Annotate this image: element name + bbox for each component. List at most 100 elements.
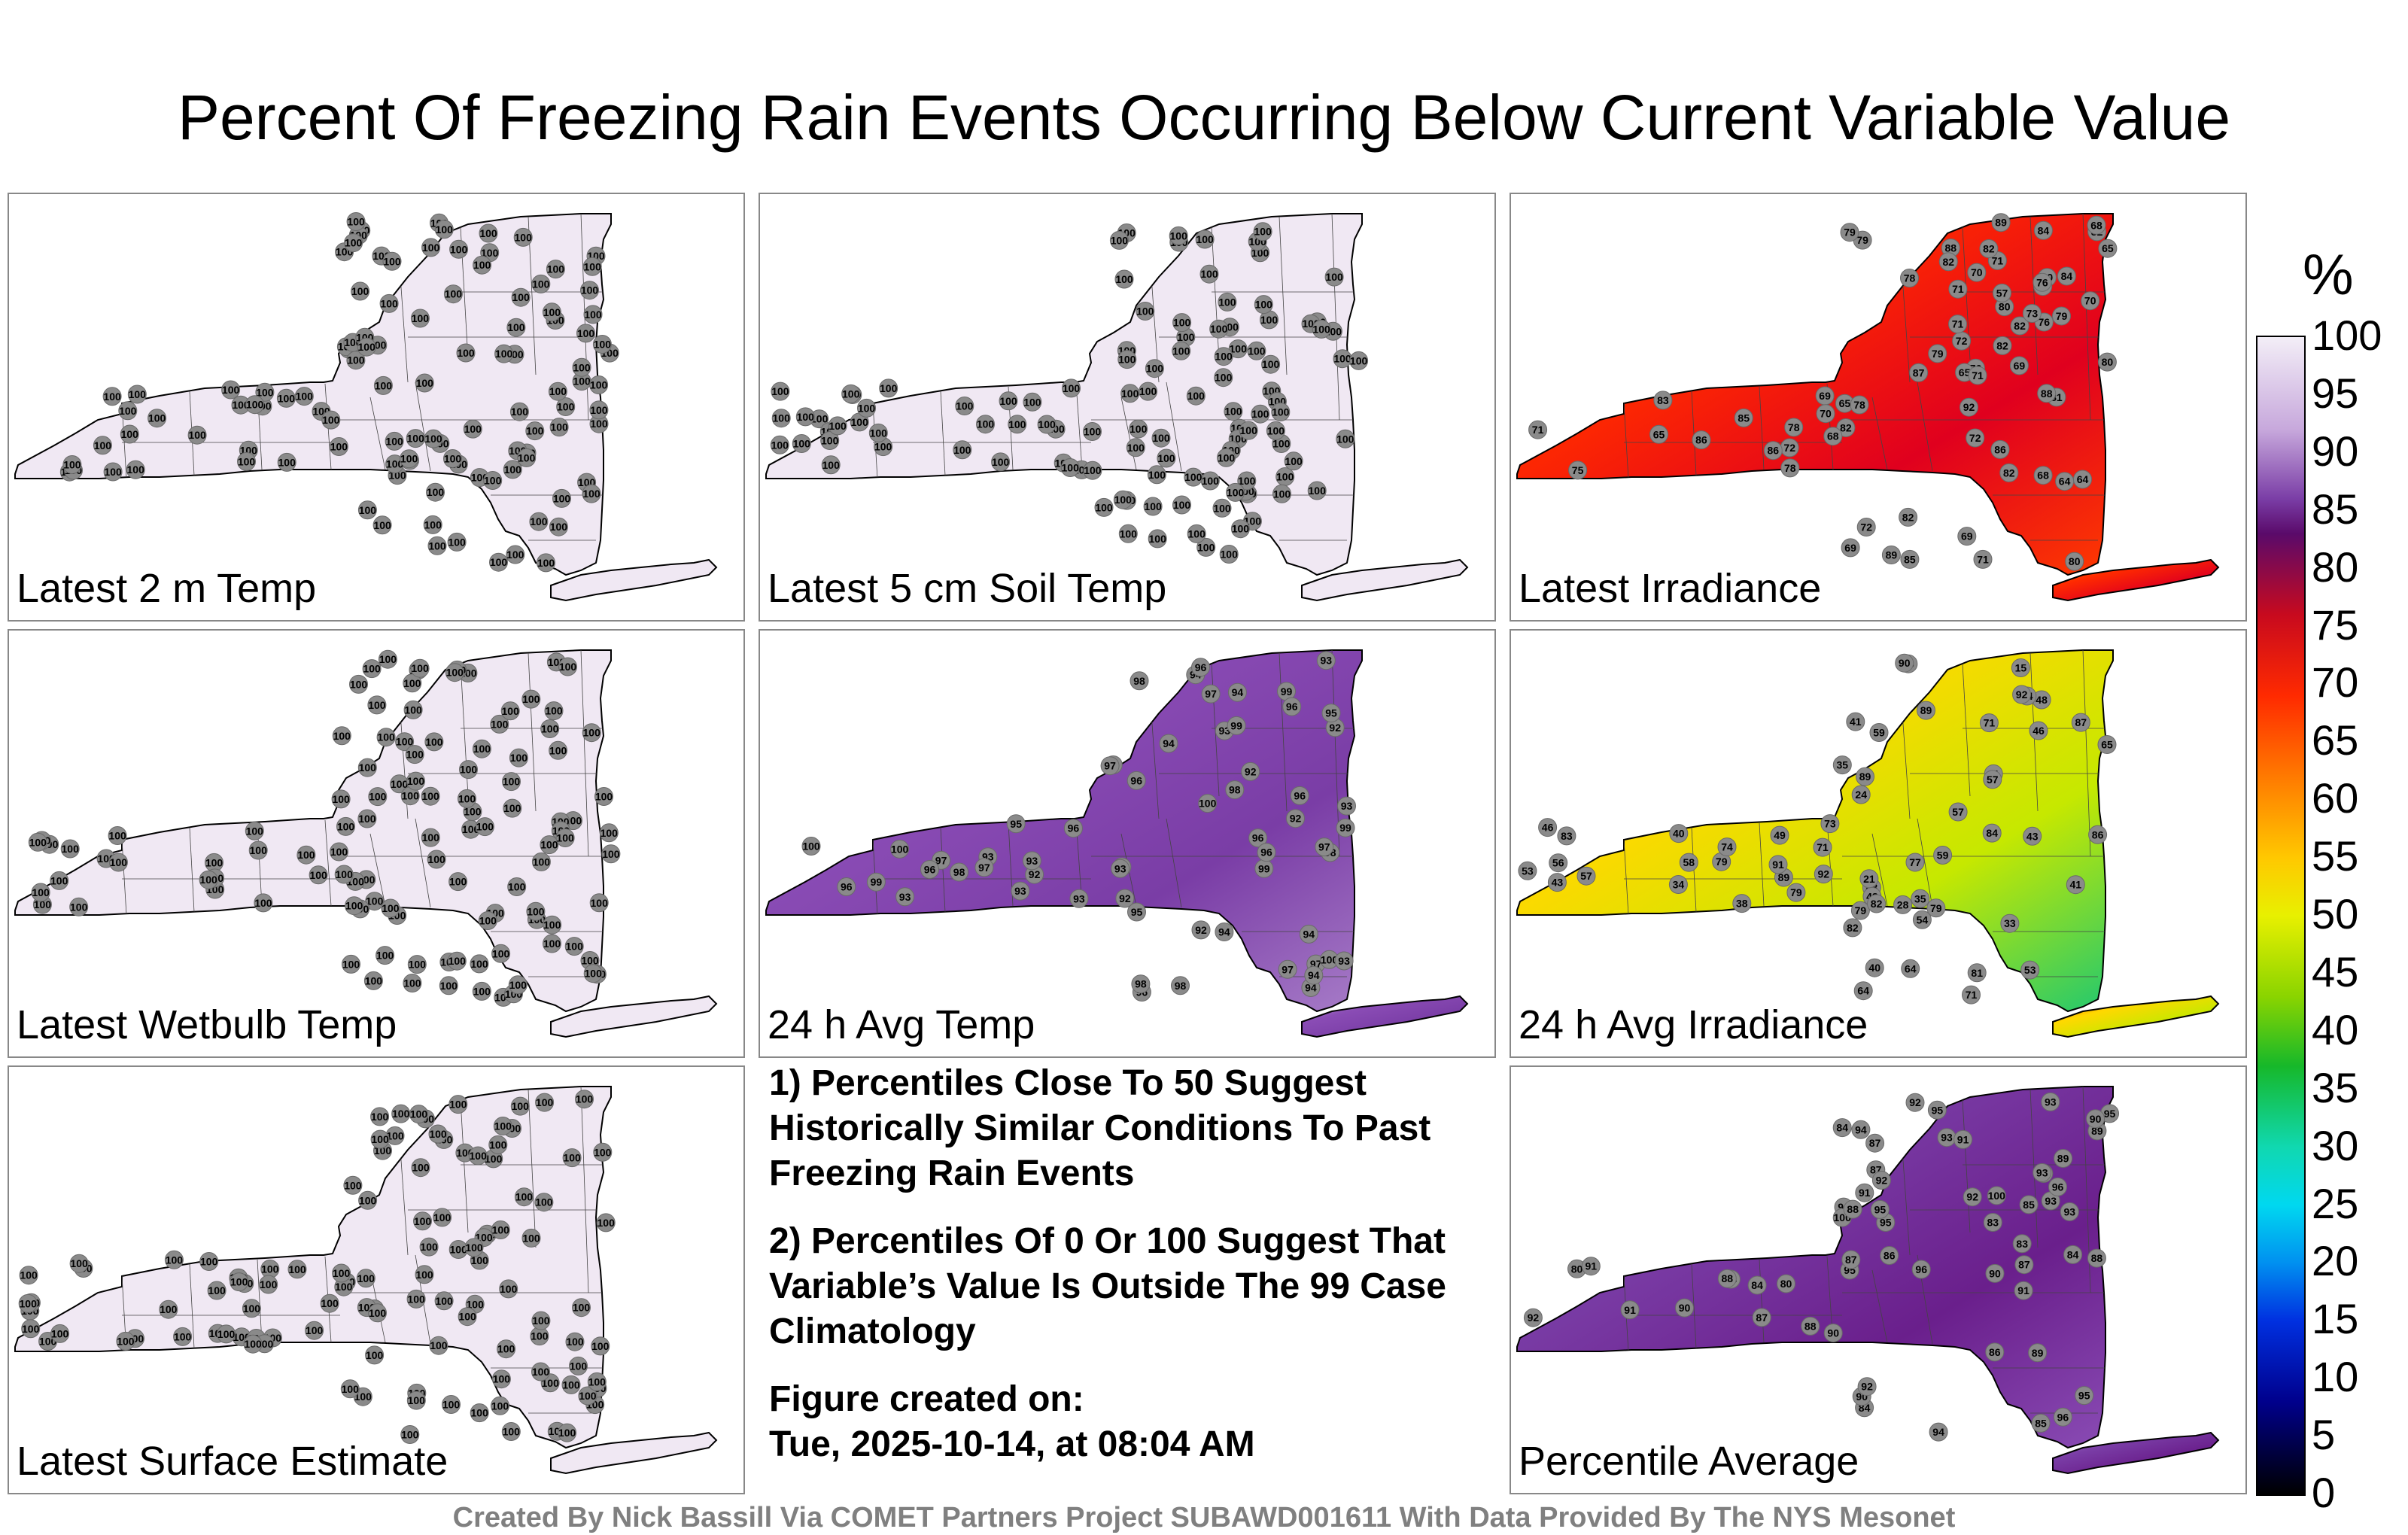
svg-text:82: 82 <box>1902 511 1914 523</box>
station-marker: 100 <box>1114 269 1134 289</box>
svg-text:100: 100 <box>344 1179 362 1191</box>
station-marker: 92 <box>1191 920 1211 940</box>
svg-text:100: 100 <box>510 752 528 764</box>
station-marker: 65 <box>2097 735 2117 754</box>
station-marker: 87 <box>1841 1250 1861 1269</box>
station-marker: 41 <box>2066 875 2085 895</box>
station-marker: 100 <box>340 1379 360 1399</box>
colorbar-tick-label: 100 <box>2312 312 2382 359</box>
station-marker: 98 <box>950 862 969 882</box>
station-marker: 100 <box>329 437 348 456</box>
station-marker: 68 <box>2087 215 2106 235</box>
svg-text:100: 100 <box>230 1276 248 1288</box>
station-marker: 100 <box>572 1298 591 1318</box>
station-marker: 57 <box>1983 770 2002 789</box>
station-marker: 93 <box>2041 1092 2060 1111</box>
svg-text:54: 54 <box>1917 913 1929 926</box>
station-marker: 100 <box>21 1319 41 1339</box>
panel-label: Latest Surface Estimate <box>17 1439 448 1484</box>
station-marker: 100 <box>575 1090 594 1109</box>
svg-text:100: 100 <box>121 428 139 440</box>
svg-text:100: 100 <box>412 312 430 324</box>
svg-text:95: 95 <box>1880 1217 1892 1229</box>
svg-text:100: 100 <box>1184 471 1202 483</box>
svg-text:92: 92 <box>1528 1312 1540 1324</box>
station-marker: 100 <box>589 893 609 913</box>
station-marker: 93 <box>1337 796 1356 816</box>
station-marker: 100 <box>400 1425 420 1444</box>
station-marker: 35 <box>1832 755 1852 775</box>
station-marker: 100 <box>513 227 533 247</box>
svg-text:100: 100 <box>481 247 499 259</box>
panel-24h-avg-temp: 9994939610097939996989592979894929693999… <box>759 629 1496 1058</box>
station-marker: 43 <box>2023 826 2042 846</box>
station-marker: 100 <box>531 274 551 293</box>
station-marker: 100 <box>792 434 811 453</box>
svg-text:92: 92 <box>1909 1096 1921 1108</box>
svg-text:100: 100 <box>530 515 548 527</box>
station-marker: 100 <box>1261 354 1281 374</box>
svg-text:100: 100 <box>246 825 264 837</box>
station-marker: 86 <box>1692 430 1711 450</box>
station-marker: 100 <box>1219 545 1239 564</box>
station-marker: 100 <box>385 431 404 451</box>
panel-label: Latest 5 cm Soil Temp <box>768 566 1167 611</box>
station-marker: 100 <box>525 421 545 441</box>
svg-text:100: 100 <box>408 1394 426 1406</box>
station-marker: 100 <box>1172 495 1191 515</box>
station-marker: 100 <box>1126 438 1145 457</box>
station-marker: 82 <box>1843 918 1862 938</box>
svg-text:100: 100 <box>358 813 376 825</box>
svg-text:100: 100 <box>493 1373 511 1385</box>
station-marker: 79 <box>1712 852 1732 871</box>
svg-text:100: 100 <box>1988 1190 2006 1202</box>
svg-text:100: 100 <box>296 391 314 403</box>
station-marker: 99 <box>866 872 886 892</box>
svg-text:100: 100 <box>842 388 860 400</box>
svg-text:100: 100 <box>810 413 829 425</box>
svg-text:91: 91 <box>1624 1304 1636 1316</box>
svg-text:100: 100 <box>1136 305 1154 318</box>
colorbar-tick-label: 5 <box>2312 1411 2336 1459</box>
station-marker: 91 <box>2014 1281 2033 1300</box>
colorbar-tick-label: 0 <box>2312 1469 2336 1516</box>
station-marker: 95 <box>1927 1100 1947 1120</box>
station-marker: 100 <box>108 826 127 845</box>
svg-text:92: 92 <box>1119 892 1131 904</box>
station-marker: 79 <box>1928 344 1947 363</box>
svg-text:79: 79 <box>1930 902 1942 914</box>
station-marker: 100 <box>1247 341 1266 360</box>
station-marker: 80 <box>2065 552 2084 571</box>
station-marker: 84 <box>2057 266 2076 286</box>
svg-text:100: 100 <box>330 441 348 453</box>
svg-text:92: 92 <box>1876 1175 1888 1187</box>
svg-text:100: 100 <box>1111 234 1129 246</box>
svg-text:100: 100 <box>376 950 394 962</box>
svg-text:96: 96 <box>2057 1411 2069 1423</box>
station-marker: 100 <box>368 1303 387 1323</box>
svg-text:100: 100 <box>464 423 482 435</box>
station-marker: 93 <box>2033 1163 2052 1182</box>
station-marker: 100 <box>1214 368 1233 388</box>
station-marker: 100 <box>1212 498 1232 518</box>
svg-text:98: 98 <box>953 866 965 878</box>
svg-text:100: 100 <box>874 441 892 453</box>
svg-text:100: 100 <box>330 846 348 858</box>
station-marker: 100 <box>464 1238 484 1257</box>
station-marker: 100 <box>1349 351 1369 370</box>
station-marker: 64 <box>2055 472 2075 491</box>
station-marker: 100 <box>1251 404 1270 424</box>
station-marker: 99 <box>1227 716 1246 735</box>
station-marker: 100 <box>461 819 481 839</box>
station-marker: 33 <box>2000 913 2020 933</box>
station-marker: 100 <box>458 789 476 808</box>
svg-text:100: 100 <box>402 790 420 802</box>
svg-text:100: 100 <box>556 832 574 844</box>
svg-text:100: 100 <box>166 1254 184 1266</box>
svg-text:100: 100 <box>471 1407 489 1419</box>
station-marker: 100 <box>549 740 568 760</box>
svg-text:100: 100 <box>594 1146 612 1158</box>
station-marker: 79 <box>2052 306 2071 326</box>
svg-text:100: 100 <box>558 1427 576 1439</box>
station-marker: 87 <box>1752 1308 1771 1327</box>
